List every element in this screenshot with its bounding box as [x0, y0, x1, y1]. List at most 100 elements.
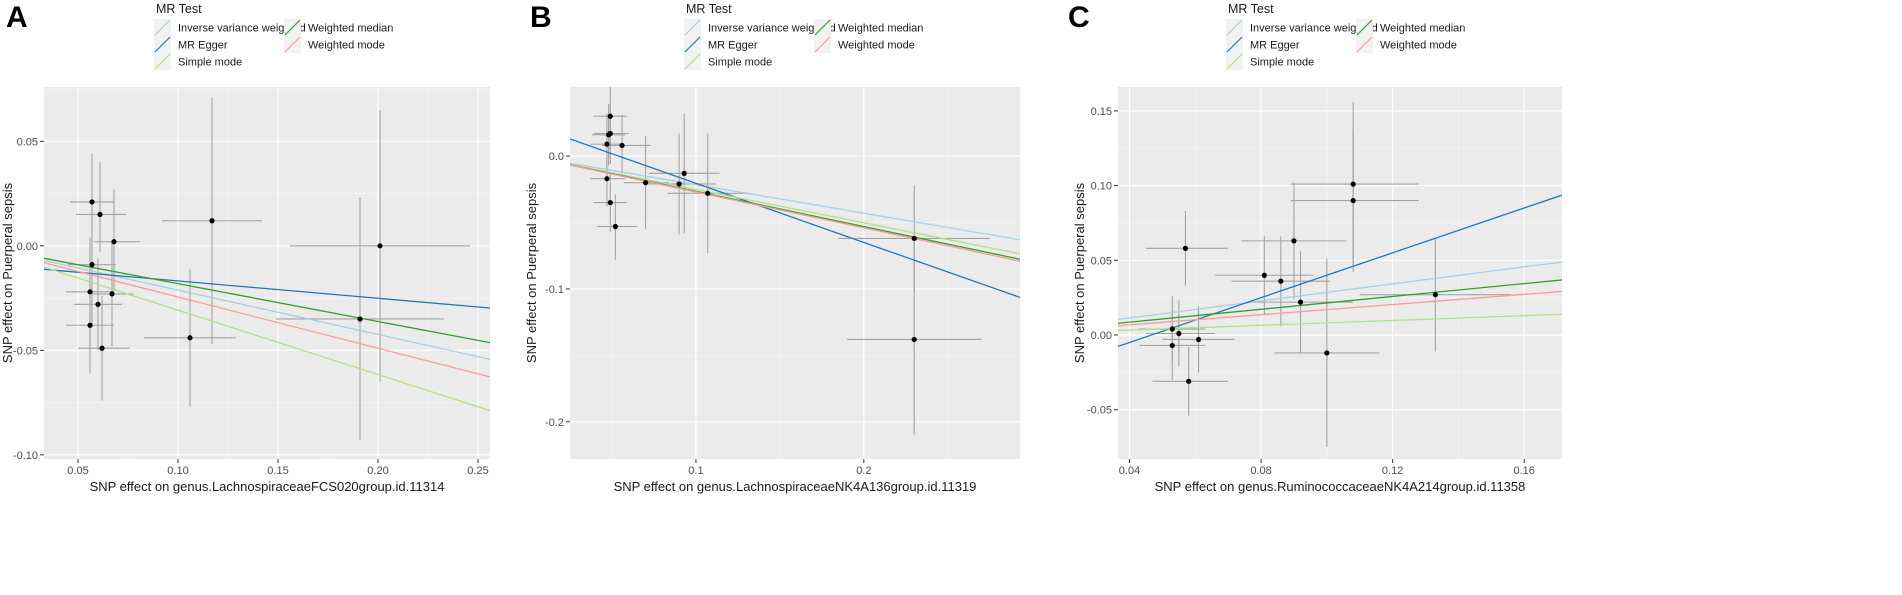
x-tick-label: 0.08 — [1250, 465, 1271, 477]
y-axis-title: SNP effect on Puerperal sepsis — [524, 182, 539, 363]
data-point — [187, 335, 193, 341]
legend-label-wmode: Weighted mode — [838, 40, 915, 52]
data-point — [1182, 245, 1189, 251]
legend-swatch-wmode — [1356, 36, 1373, 53]
plot-area — [570, 87, 1020, 436]
legend-swatch-egger — [154, 36, 171, 53]
data-point — [111, 239, 117, 245]
legend-swatch-wmedian — [814, 19, 831, 36]
data-point — [1324, 350, 1330, 356]
data-point — [1169, 326, 1175, 332]
x-tick-label: 0.20 — [367, 465, 388, 477]
legend-label-ivw: Inverse variance weighted — [178, 23, 306, 35]
data-point — [99, 345, 105, 351]
legend-swatch-ivw — [1226, 19, 1243, 36]
data-point — [607, 199, 613, 206]
plot-panel — [1118, 87, 1562, 459]
plot-area — [44, 97, 490, 441]
data-point — [357, 316, 363, 322]
panel-c: C MR Test Inverse variance weighted MR Egge… — [1068, 1, 1562, 494]
legend-title: MR Test — [1228, 2, 1274, 16]
data-point — [681, 170, 687, 176]
data-point — [1278, 278, 1284, 284]
legend-label-egger: MR Egger — [1250, 40, 1300, 52]
panel-letter: B — [530, 1, 552, 34]
regression-line-wmode — [44, 262, 490, 378]
data-point — [87, 322, 93, 328]
data-point — [1297, 299, 1304, 305]
data-point — [1176, 330, 1182, 337]
panel-letter: C — [1068, 1, 1090, 34]
x-tick-label: 0.04 — [1119, 465, 1140, 477]
data-point — [604, 141, 610, 147]
legend: MR Test Inverse variance weighted MR Egger… — [154, 2, 393, 70]
y-tick-label: -0.10 — [13, 450, 38, 462]
regression-line-egger — [570, 138, 1020, 299]
plot-panel — [570, 87, 1020, 459]
legend-swatch-simple — [684, 53, 701, 70]
legend-label-wmode: Weighted mode — [1380, 40, 1457, 52]
x-tick-label: 0.05 — [67, 465, 88, 477]
x-axis-title: SNP effect on genus.RuminococcaceaeNK4A2… — [1155, 479, 1526, 494]
legend-label-wmedian: Weighted median — [1380, 23, 1465, 35]
legend-label-egger: MR Egger — [708, 40, 758, 52]
data-point — [604, 176, 610, 182]
data-point — [89, 199, 95, 205]
y-axis-title: SNP effect on Puerperal sepsis — [0, 182, 15, 363]
data-point — [95, 301, 101, 307]
data-point — [377, 243, 383, 249]
data-point — [1291, 238, 1297, 244]
legend-label-ivw: Inverse variance weighted — [708, 23, 836, 35]
data-point — [705, 190, 711, 196]
regression-line-ivw — [44, 259, 490, 360]
legend-label-wmedian: Weighted median — [308, 23, 393, 35]
x-axis-title: SNP effect on genus.LachnospiraceaeNK4A1… — [614, 479, 977, 494]
data-point — [209, 218, 215, 224]
legend-swatch-simple — [154, 53, 171, 70]
legend-title: MR Test — [156, 2, 202, 16]
regression-line-simple — [1118, 313, 1562, 332]
regression-line-simple — [570, 163, 1020, 255]
plot-panel — [44, 87, 490, 459]
data-point — [612, 223, 618, 230]
y-tick-label: 0.05 — [17, 136, 38, 148]
x-tick-label: 0.1 — [688, 465, 703, 477]
data-point — [1432, 292, 1438, 298]
y-axis-title: SNP effect on Puerperal sepsis — [1072, 182, 1087, 363]
data-point — [911, 235, 917, 242]
data-point — [1186, 378, 1192, 384]
legend-label-wmode: Weighted mode — [308, 40, 385, 52]
data-point — [1261, 272, 1267, 278]
data-point — [642, 180, 649, 186]
data-point — [87, 289, 93, 295]
legend-label-simple: Simple mode — [1250, 57, 1314, 69]
regression-line-egger — [44, 268, 490, 309]
data-point — [1350, 181, 1356, 187]
data-point — [606, 132, 612, 138]
data-point — [607, 113, 613, 119]
legend-label-simple: Simple mode — [178, 57, 242, 69]
x-tick-label: 0.25 — [467, 465, 488, 477]
y-tick-label: -0.05 — [13, 345, 38, 357]
regression-line-wmode — [1118, 290, 1562, 327]
legend-swatch-wmedian — [284, 19, 301, 36]
x-tick-label: 0.2 — [856, 465, 871, 477]
y-tick-label: 0.00 — [17, 241, 38, 253]
panel-a: A MR Test Inverse variance weighted MR Egge… — [0, 1, 490, 494]
legend-label-wmedian: Weighted median — [838, 23, 923, 35]
y-tick-label: 0.00 — [1091, 330, 1112, 342]
x-tick-label: 0.16 — [1513, 465, 1534, 477]
y-tick-label: -0.1 — [545, 284, 564, 296]
regression-line-simple — [44, 266, 490, 412]
legend: MR Test Inverse variance weighted MR Egger… — [684, 2, 923, 70]
legend-swatch-wmode — [814, 36, 831, 53]
regression-line-wmedian — [44, 257, 490, 344]
regression-line-ivw — [570, 162, 1020, 241]
y-tick-label: 0.05 — [1091, 255, 1112, 267]
legend: MR Test Inverse variance weighted MR Egger… — [1226, 2, 1465, 70]
legend-label-simple: Simple mode — [708, 57, 772, 69]
x-tick-label: 0.15 — [267, 465, 288, 477]
data-point — [1169, 342, 1175, 349]
